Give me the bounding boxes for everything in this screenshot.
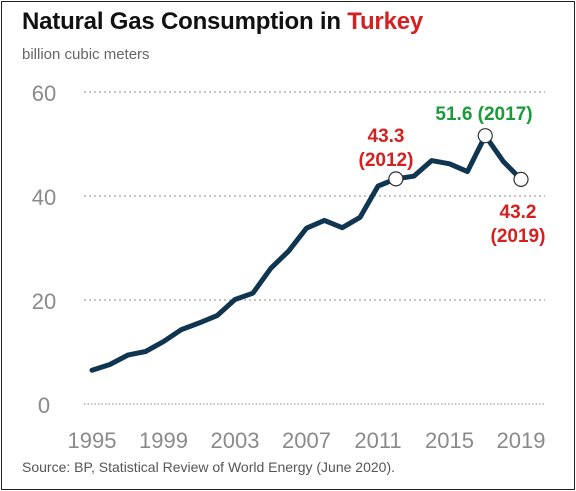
annotation-year-2019: (2019) [491,226,546,247]
chart-title: Natural Gas Consumption in Turkey [22,8,423,36]
annotation-value-2019: 43.2 [500,202,537,223]
title-main: Natural Gas Consumption in [22,8,348,35]
x-tick-label-1995: 1995 [68,428,117,453]
annotation-value-2012: 43.3 [368,126,405,147]
y-tick-label-60: 60 [32,81,56,106]
x-tick-label-2019: 2019 [497,428,546,453]
title-country: Turkey [347,8,424,35]
y-tick-label-0: 0 [38,393,50,418]
series-line [89,133,524,373]
marker-2019 [513,171,529,187]
chart-subtitle: billion cubic meters [22,46,150,63]
y-tick-label-20: 20 [32,289,56,314]
x-tick-label-1999: 1999 [139,428,188,453]
marker-2012 [388,171,404,187]
x-tick-label-2007: 2007 [282,428,331,453]
source-note: Source: BP, Statistical Review of World … [22,459,395,475]
marker-2017 [477,128,493,144]
y-tick-label-40: 40 [32,185,56,210]
x-tick-label-2015: 2015 [425,428,474,453]
annotation-value-2017: 51.6 (2017) [435,104,532,125]
annotation-year-2012: (2012) [359,150,414,171]
x-tick-label-2003: 2003 [211,428,260,453]
x-tick-label-2011: 2011 [354,428,401,453]
